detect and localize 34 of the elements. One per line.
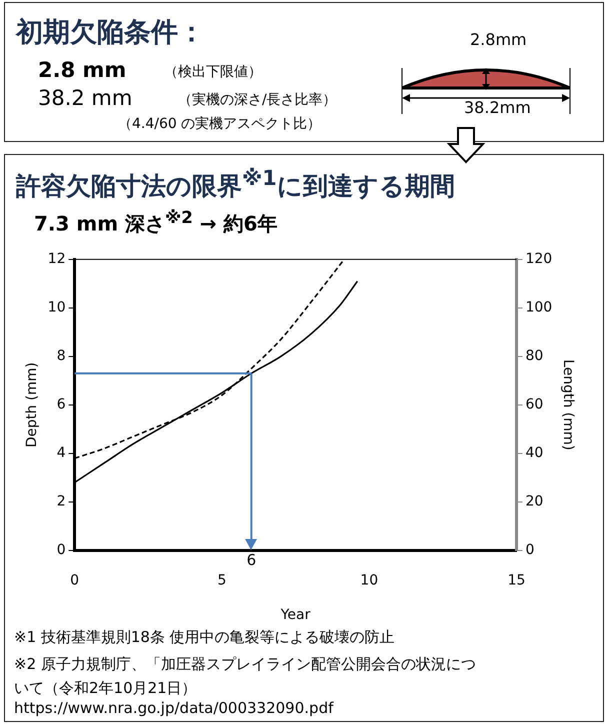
x-tick-label: 5 bbox=[217, 572, 226, 588]
y2-tick-label: 40 bbox=[525, 445, 544, 462]
text: 2.8mm bbox=[470, 30, 527, 49]
x-tick-label: 10 bbox=[360, 572, 378, 588]
text: https://www.nra.go.jp/data/000332090.pdf bbox=[14, 699, 334, 717]
chart-subtitle: 7.3 mm 深さ$^{※2}$ → 約6年 bbox=[34, 208, 278, 238]
y-tick-label: 2 bbox=[56, 494, 66, 510]
chart-title: 許容欠陥寸法の限界$^{※1}$に到達する期間 bbox=[16, 166, 455, 202]
y-tick-label: 8 bbox=[56, 348, 66, 364]
y-tick-label: 4 bbox=[56, 445, 66, 462]
text: 38.2mm bbox=[464, 98, 531, 117]
y2-axis-title: Length (mm) bbox=[560, 359, 576, 450]
x-tick-label: 0 bbox=[70, 572, 80, 588]
text: ※1 技術基準規則18条 使用中の亀裂等による破壊の防止 bbox=[14, 628, 395, 647]
ref-line-label: 6 bbox=[246, 550, 256, 569]
y2-tick-label: 0 bbox=[525, 542, 534, 558]
text: 初期欠陥条件： bbox=[16, 16, 205, 50]
y-tick-label: 0 bbox=[56, 542, 66, 558]
text: （実機の深さ/長さ比率） bbox=[178, 91, 337, 109]
text: （検出下限値） bbox=[164, 63, 262, 81]
y-tick-label: 6 bbox=[56, 396, 66, 413]
x-axis-title: Year bbox=[280, 607, 311, 624]
y-tick-label: 12 bbox=[48, 251, 66, 268]
text: （4.4/60 の実機アスペクト比） bbox=[118, 115, 322, 133]
y2-tick-label: 60 bbox=[525, 396, 544, 413]
text: 38.2 mm bbox=[38, 86, 132, 110]
y2-tick-label: 120 bbox=[525, 251, 552, 268]
y2-tick-label: 100 bbox=[525, 300, 552, 316]
y2-tick-label: 80 bbox=[525, 348, 544, 364]
text: 2.8 mm bbox=[38, 58, 126, 82]
y2-tick-label: 20 bbox=[525, 494, 544, 510]
y-axis-title: Depth (mm) bbox=[24, 362, 40, 448]
x-tick-label: 15 bbox=[508, 572, 526, 588]
y-tick-label: 10 bbox=[48, 300, 66, 316]
